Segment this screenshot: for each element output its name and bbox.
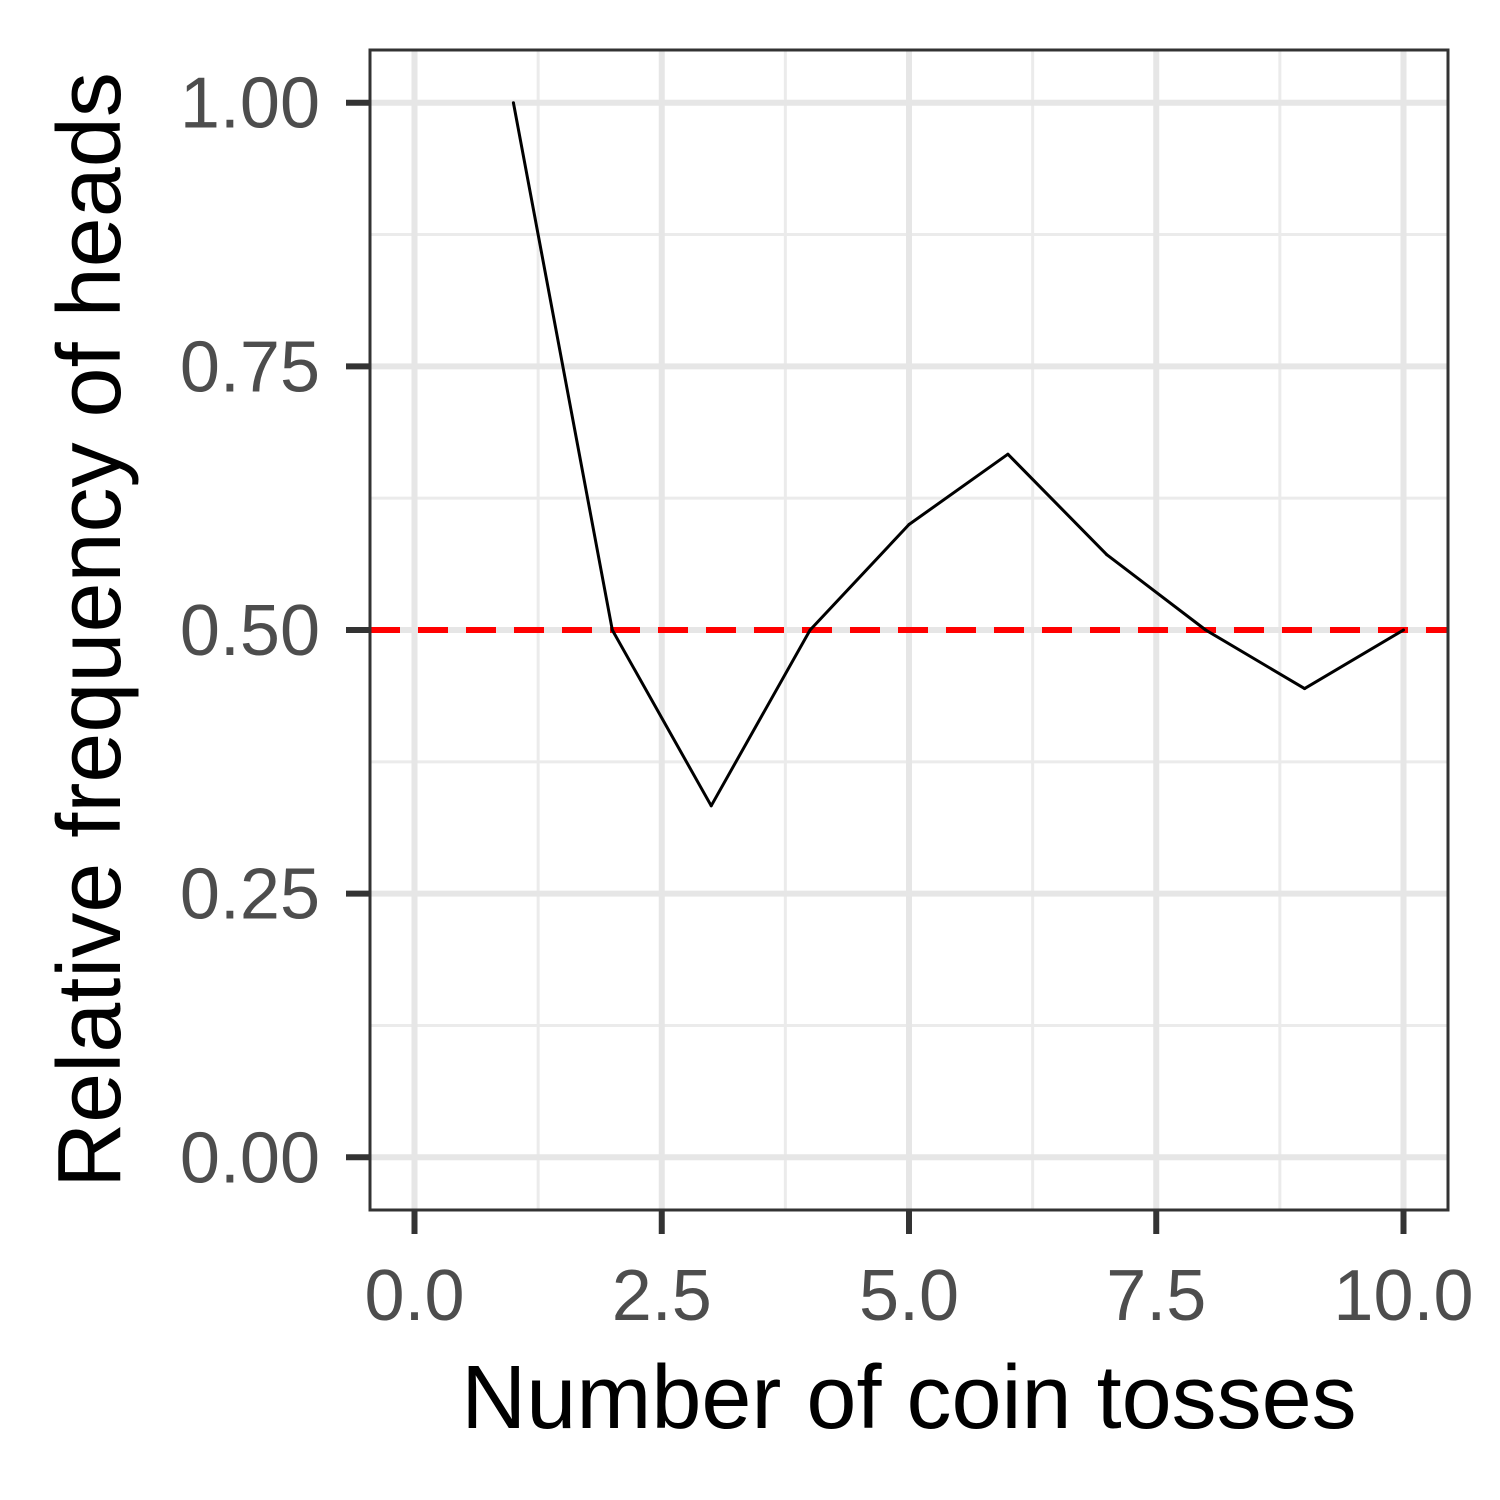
y-tick-label: 0.00 — [180, 1118, 320, 1198]
data-point — [1105, 553, 1109, 557]
y-tick-label: 0.75 — [180, 327, 320, 407]
x-tick-label: 0.0 — [364, 1256, 464, 1336]
x-tick-label: 10.0 — [1333, 1256, 1473, 1336]
y-axis: 0.00 0.25 0.50 0.75 1.00 — [180, 64, 370, 1198]
data-point — [511, 101, 515, 105]
y-tick-label: 1.00 — [180, 64, 320, 144]
data-point — [1204, 628, 1208, 632]
data-point — [610, 628, 614, 632]
series-line — [511, 102, 1405, 808]
data-point — [1006, 452, 1010, 456]
data-point — [907, 523, 911, 527]
data-point — [1303, 687, 1307, 691]
x-tick-label: 5.0 — [859, 1256, 959, 1336]
series-layer — [511, 101, 1405, 808]
x-tick-label: 2.5 — [612, 1256, 712, 1336]
data-point — [1401, 628, 1405, 632]
data-point — [808, 628, 812, 632]
data-point — [709, 804, 713, 808]
x-axis: 0.0 2.5 5.0 7.5 10.0 — [364, 1210, 1474, 1336]
x-axis-title: Number of coin tosses — [461, 1348, 1356, 1448]
x-tick-label: 7.5 — [1106, 1256, 1206, 1336]
y-axis-title: Relative frequency of heads — [40, 72, 140, 1188]
y-tick-label: 0.25 — [180, 855, 320, 935]
y-tick-label: 0.50 — [180, 591, 320, 671]
